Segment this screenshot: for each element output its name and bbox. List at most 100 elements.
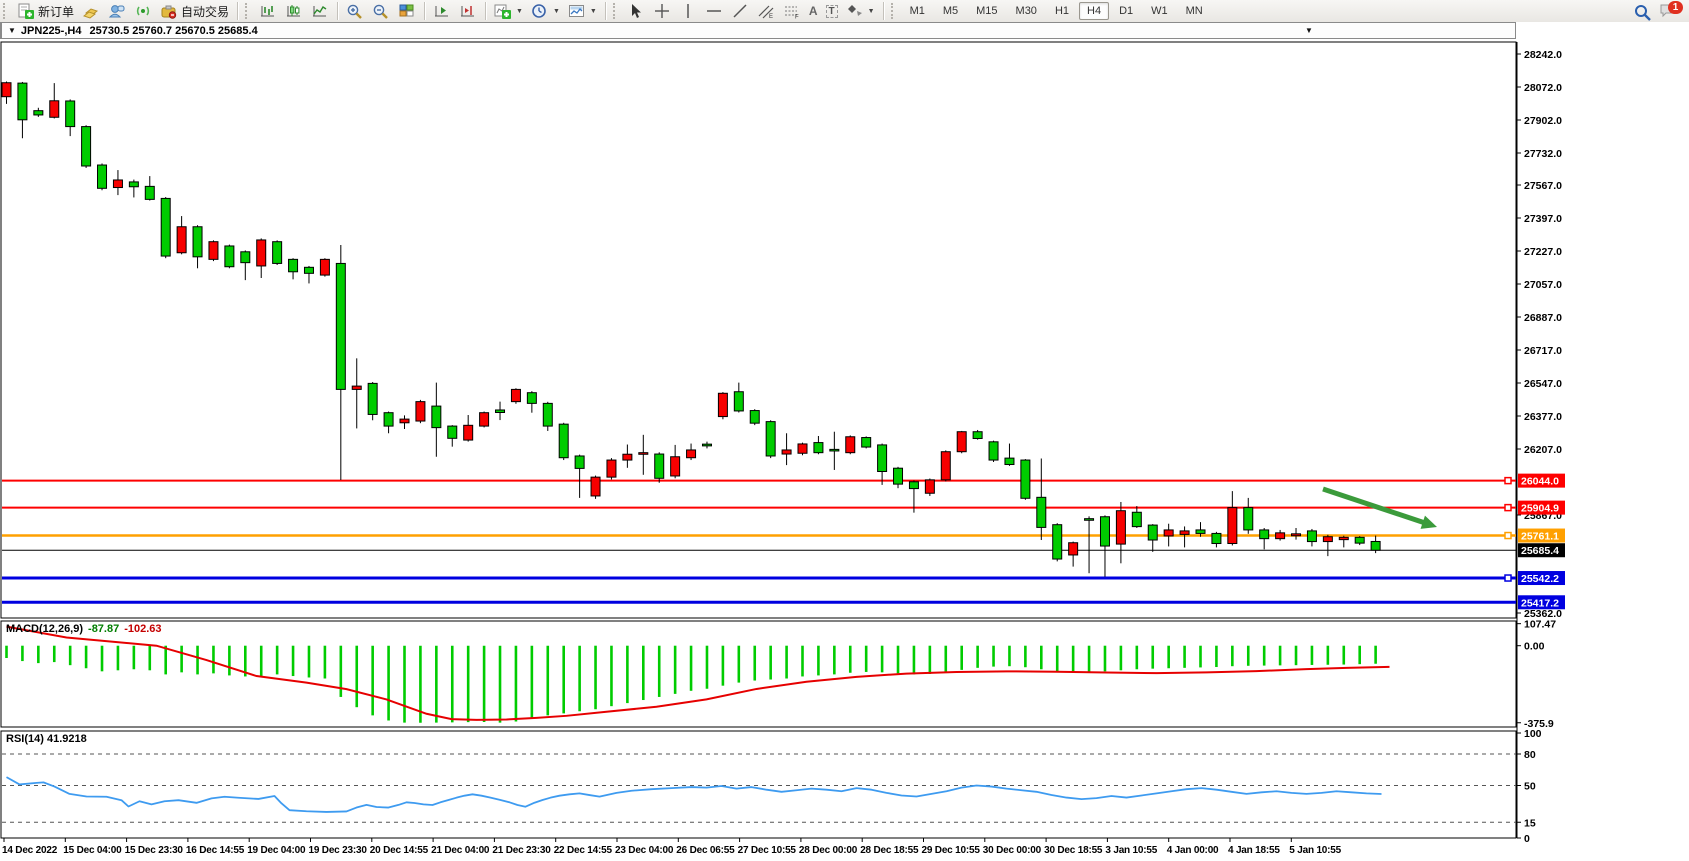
svg-text:26547.0: 26547.0 (1524, 378, 1562, 390)
svg-text:26717.0: 26717.0 (1524, 345, 1562, 357)
main-toolbar: 新订单 自动交易 (0, 0, 1689, 23)
tab-timeframe-m15[interactable]: M15 (976, 5, 998, 17)
macd-name: MACD(12,26,9) (6, 623, 84, 635)
tile-windows-button[interactable] (394, 2, 420, 21)
autotrading-icon (160, 3, 178, 20)
svg-text:107.47: 107.47 (1524, 619, 1556, 631)
arrows-tool-button[interactable]: ▼ (842, 2, 879, 21)
svg-text:25761.1: 25761.1 (1521, 531, 1559, 543)
cursor-icon (627, 3, 645, 20)
search-icon[interactable] (1633, 3, 1651, 21)
profiles-button[interactable]: ▼ (527, 2, 564, 21)
templates-button[interactable]: ▼ (564, 2, 601, 21)
tab-timeframe-h1[interactable]: H1 (1054, 5, 1069, 17)
chevron-down-icon: ▼ (552, 7, 560, 15)
candlestick-chart-button[interactable] (281, 2, 307, 21)
fibonacci-tool-button[interactable]: F (779, 2, 805, 21)
chevron-down-icon[interactable]: ▼ (8, 26, 16, 35)
toolbar-grip[interactable] (245, 3, 252, 19)
svg-text:16 Dec 14:55: 16 Dec 14:55 (186, 845, 245, 856)
svg-text:3 Jan 10:55: 3 Jan 10:55 (1105, 845, 1157, 856)
tab-timeframe-h4[interactable]: H4 (1079, 2, 1110, 20)
autotrading-button[interactable]: 自动交易 (156, 2, 233, 21)
svg-text:100: 100 (1524, 728, 1542, 740)
chart-shift-icon (459, 3, 477, 20)
svg-text:0: 0 (1524, 833, 1530, 845)
svg-text:23 Dec 04:00: 23 Dec 04:00 (615, 845, 674, 856)
equidistant-channel-tool-button[interactable]: E (753, 2, 779, 21)
vertical-line-icon (679, 3, 697, 20)
chevron-down-icon: ▼ (867, 7, 875, 15)
text-label-icon: T (825, 4, 838, 18)
line-chart-button[interactable] (307, 2, 333, 21)
tile-windows-icon (398, 3, 416, 20)
svg-text:27 Dec 10:55: 27 Dec 10:55 (738, 845, 797, 856)
svg-text:14 Dec 2022: 14 Dec 2022 (2, 845, 58, 856)
svg-text:26044.0: 26044.0 (1521, 476, 1559, 488)
tab-timeframe-m1[interactable]: M1 (909, 5, 925, 17)
svg-text:27567.0: 27567.0 (1524, 180, 1562, 192)
new-chart-button[interactable]: ▼ (490, 2, 527, 21)
chart-symbol-timeframe: JPN225-,H4 (20, 24, 82, 37)
svg-text:30 Dec 00:00: 30 Dec 00:00 (983, 845, 1042, 856)
tab-timeframe-m30[interactable]: M30 (1015, 5, 1037, 17)
toolbar-grip[interactable] (612, 3, 620, 19)
toolbar-grip[interactable] (890, 3, 898, 19)
horizontal-line-icon (705, 3, 723, 20)
svg-text:0.00: 0.00 (1524, 641, 1545, 653)
market-watch-button[interactable] (104, 2, 130, 21)
svg-text:21 Dec 04:00: 21 Dec 04:00 (431, 845, 490, 856)
tab-timeframe-w1[interactable]: W1 (1151, 5, 1168, 17)
zoom-in-button[interactable] (342, 2, 368, 21)
signal-icon (134, 3, 152, 20)
notifications-button[interactable]: 1 (1659, 1, 1683, 21)
trendline-tool-button[interactable] (727, 2, 753, 21)
macd-indicator-label: MACD(12,26,9) -87.87 -102.63 (6, 623, 162, 635)
rsi-value: 41.9218 (46, 733, 87, 745)
text-tool-button[interactable]: A (805, 3, 822, 19)
candlestick-chart-icon (285, 3, 303, 20)
macd-signal-value: -102.63 (124, 623, 162, 635)
cursor-tool-button[interactable] (623, 2, 649, 21)
svg-text:28072.0: 28072.0 (1524, 82, 1562, 94)
crosshair-tool-button[interactable] (649, 2, 675, 21)
toolbar-separator (237, 2, 239, 20)
svg-text:19 Dec 23:30: 19 Dec 23:30 (309, 845, 368, 856)
chart-canvas[interactable]: 28242.0 28072.0 27902.0 27732.0 27567.0 27397… (0, 22, 1689, 861)
svg-text:27057.0: 27057.0 (1524, 279, 1562, 291)
tab-timeframe-d1[interactable]: D1 (1119, 5, 1134, 17)
svg-text:25542.2: 25542.2 (1521, 573, 1559, 585)
svg-text:15 Dec 23:30: 15 Dec 23:30 (125, 845, 184, 856)
tab-timeframe-m5[interactable]: M5 (942, 5, 959, 17)
svg-text:25904.9: 25904.9 (1521, 503, 1559, 515)
toolbar-grip[interactable] (3, 3, 10, 19)
svg-text:15: 15 (1524, 817, 1536, 829)
svg-text:26377.0: 26377.0 (1524, 411, 1562, 423)
auto-scroll-button[interactable] (429, 2, 455, 21)
gold-bars-icon (82, 3, 100, 20)
bar-chart-button[interactable] (255, 2, 281, 21)
one-click-collapse-icon[interactable]: ▼ (1305, 26, 1313, 35)
vertical-line-tool-button[interactable] (675, 2, 701, 21)
tab-timeframe-mn[interactable]: MN (1185, 5, 1203, 17)
svg-text:4 Jan 00:00: 4 Jan 00:00 (1167, 845, 1219, 856)
text-label-tool-button[interactable]: T (822, 4, 842, 19)
svg-text:50: 50 (1524, 781, 1536, 793)
new-order-icon (17, 3, 35, 20)
new-chart-icon (494, 3, 512, 20)
svg-text:27227.0: 27227.0 (1524, 246, 1562, 258)
horizontal-line-tool-button[interactable] (701, 2, 727, 21)
svg-text:28242.0: 28242.0 (1524, 49, 1562, 61)
signals-button[interactable] (130, 2, 156, 21)
zoom-out-button[interactable] (368, 2, 394, 21)
gold-bars-button[interactable] (78, 2, 104, 21)
new-order-button[interactable]: 新订单 (13, 2, 78, 21)
zoom-out-icon (372, 3, 390, 20)
chart-shift-button[interactable] (455, 2, 481, 21)
svg-text:-375.9: -375.9 (1524, 718, 1554, 730)
timeframe-group: M1 M5 M15 M30 H1 H4 D1 W1 MN (901, 2, 1212, 20)
svg-text:30 Dec 18:55: 30 Dec 18:55 (1044, 845, 1103, 856)
new-order-label: 新订单 (38, 4, 75, 19)
chart-svg: 28242.0 28072.0 27902.0 27732.0 27567.0 27397… (0, 41, 1565, 856)
auto-scroll-icon (433, 3, 451, 20)
